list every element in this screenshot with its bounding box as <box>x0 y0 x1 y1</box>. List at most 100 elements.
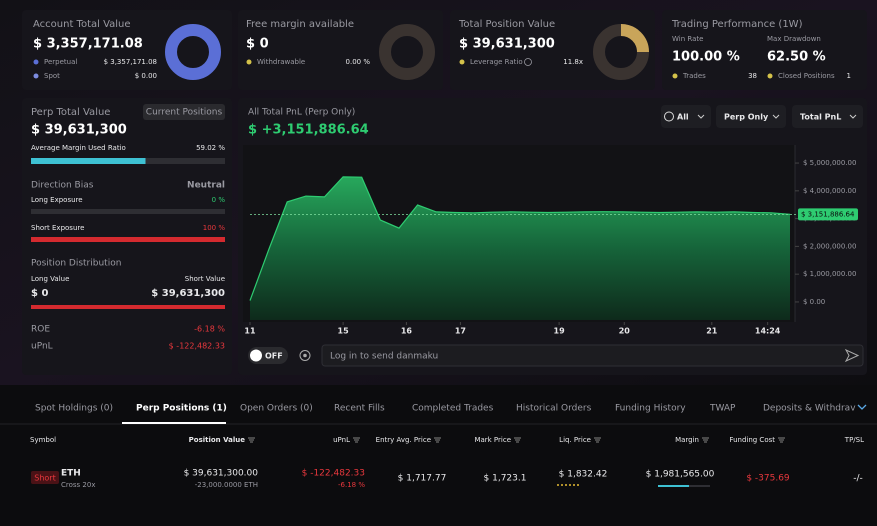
stat-label: Max Drawdown <box>767 35 821 43</box>
send-icon[interactable] <box>844 348 860 363</box>
x-tick-label: 17 <box>455 327 466 336</box>
stat-value: 38 <box>748 72 757 80</box>
tab[interactable]: TWAP <box>709 404 736 414</box>
stat-value: 1 <box>847 72 851 80</box>
stat-value: 100.00 % <box>672 50 740 65</box>
filter-label[interactable]: All <box>677 113 689 122</box>
column-header[interactable]: Liq. Price <box>559 436 591 444</box>
tab[interactable]: Recent Fills <box>334 404 385 414</box>
tab[interactable]: Historical Orders <box>516 404 592 414</box>
danmaku-input[interactable] <box>321 344 864 367</box>
stat-value: $ 0 <box>31 288 48 299</box>
column-header[interactable]: Funding Cost <box>729 436 775 444</box>
toggle-label[interactable]: OFF <box>265 352 283 361</box>
legend-dot <box>767 73 773 79</box>
tabs: Spot Holdings (0) Perp Positions (1) Open … <box>35 404 856 414</box>
legend-dot <box>459 59 465 65</box>
position-size: -23,000.0000 ETH <box>195 481 258 489</box>
sort-icon <box>434 437 441 443</box>
card-title: Account Total Value <box>33 19 131 30</box>
legend-dot <box>33 73 39 79</box>
card-value: $ 39,631,300 <box>459 37 555 52</box>
filter-button[interactable] <box>792 105 863 128</box>
card-value: $ 3,357,171.08 <box>33 37 143 52</box>
stat-label: Short Exposure <box>31 224 84 232</box>
filter-label[interactable]: Perp Only <box>724 113 769 122</box>
card <box>662 10 867 90</box>
column-header[interactable]: Position Value <box>189 436 246 444</box>
section-label: Position Distribution <box>31 259 121 269</box>
tab[interactable]: Perp Positions (1) <box>136 404 227 414</box>
position-value: $ 39,631,300.00 <box>184 469 259 479</box>
stat-value: -6.18 % <box>194 325 225 334</box>
stat-value: $ 39,631,300 <box>151 288 225 299</box>
stat-label: ROE <box>31 325 50 335</box>
liq-price: $ 1,832.42 <box>559 470 608 480</box>
panel-title: Perp Total Value <box>31 107 110 118</box>
y-tick-label: $ 4,000,000.00 <box>803 187 856 195</box>
line <box>249 176 791 301</box>
stat-value: 59.02 % <box>196 144 225 152</box>
donut <box>165 24 221 80</box>
tab[interactable]: Deposits & Withdrav <box>763 404 856 414</box>
x-tick-label: 19 <box>554 327 566 336</box>
stat-label: Win Rate <box>672 35 703 43</box>
column-header[interactable]: uPnL <box>333 436 350 444</box>
card-value: $ 0 <box>246 37 269 52</box>
current-value-badge <box>798 208 858 221</box>
column-header[interactable]: Margin <box>675 436 699 444</box>
dropdown-icon <box>849 114 857 119</box>
perp-value: $ 39,631,300 <box>31 123 127 138</box>
column-header[interactable]: Entry Avg. Price <box>376 436 431 444</box>
tab[interactable]: Spot Holdings (0) <box>35 404 113 414</box>
sort-icon <box>778 437 785 443</box>
current-value-label: $ 3,151,886.64 <box>801 210 855 218</box>
row-value: 0.00 % <box>346 58 371 66</box>
dropdown-icon <box>697 114 705 119</box>
dropdown-icon <box>772 114 780 119</box>
sort-icon <box>353 437 360 443</box>
row-value: 11.8x <box>563 58 583 66</box>
row-label: Leverage Ratio <box>470 58 523 66</box>
stat-value: Neutral <box>187 181 225 191</box>
legend-dot <box>672 73 678 79</box>
stat-value: $ -122,482.33 <box>169 342 225 351</box>
entry-price: $ 1,717.77 <box>398 474 447 484</box>
tab[interactable]: Completed Trades <box>412 404 494 414</box>
filter-button[interactable] <box>716 105 786 128</box>
y-tick-label: $ 0.00 <box>803 298 825 306</box>
icon[interactable] <box>299 350 311 361</box>
sort-icon <box>248 437 255 443</box>
symbol[interactable]: ETH <box>61 469 81 479</box>
sort-icon <box>514 437 521 443</box>
y-tick-label: $ 2,000,000.00 <box>803 242 856 250</box>
bar-track <box>31 209 225 214</box>
x-tick-label: 16 <box>401 327 413 336</box>
distribution-bar <box>31 305 225 309</box>
chevron[interactable] <box>857 404 867 410</box>
margin-bar <box>658 485 689 487</box>
stat-label: Long Exposure <box>31 196 83 204</box>
tab[interactable]: Open Orders (0) <box>240 404 313 414</box>
stat-label: Average Margin Used Ratio <box>31 144 126 152</box>
filter-button[interactable] <box>661 105 711 128</box>
stat-label: Long Value <box>31 275 69 283</box>
column-header[interactable]: Mark Price <box>474 436 511 444</box>
tab[interactable]: Funding History <box>615 404 686 414</box>
info-icon <box>524 58 532 66</box>
stat-label: uPnL <box>31 342 53 352</box>
filter-label[interactable]: Total PnL <box>800 113 841 122</box>
button-label[interactable]: Current Positions <box>146 108 223 118</box>
stat-value: 62.50 % <box>767 50 826 65</box>
stat-label: Direction Bias <box>31 181 94 191</box>
button[interactable] <box>143 104 225 120</box>
y-tick-label: $ 5,000,000.00 <box>803 159 856 167</box>
column-header[interactable]: Symbol <box>30 436 56 444</box>
upnl: $ -122,482.33 <box>302 469 365 479</box>
icon <box>303 353 307 358</box>
column-header[interactable]: TP/SL <box>844 436 864 444</box>
y-tick-label: $ 1,000,000.00 <box>803 270 856 278</box>
